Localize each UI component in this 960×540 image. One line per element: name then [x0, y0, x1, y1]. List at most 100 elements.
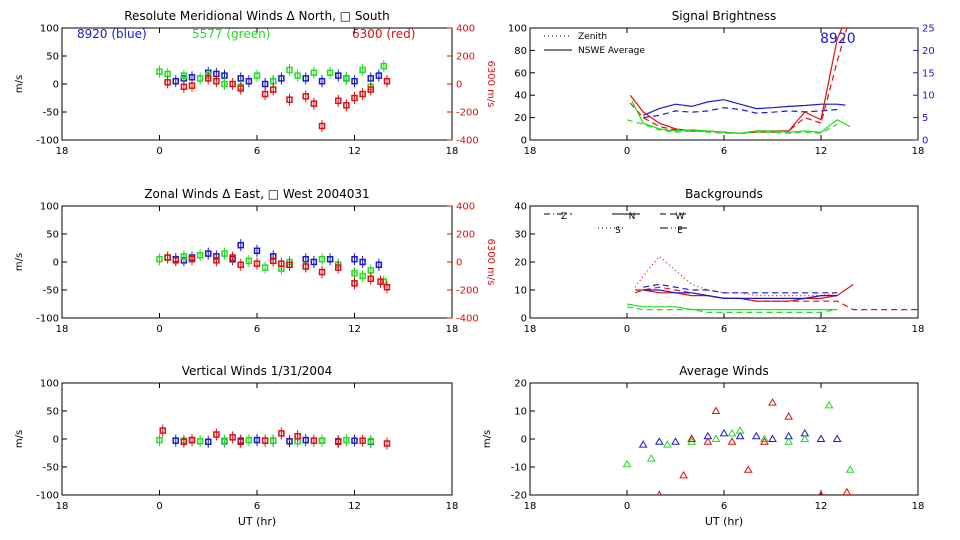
data-point — [335, 264, 342, 271]
x-tick-label: 18 — [56, 324, 69, 335]
y-tick-label: 0 — [521, 314, 527, 325]
data-point — [294, 432, 301, 440]
legend-label: Z — [561, 212, 567, 222]
data-point — [845, 465, 855, 473]
x-tick-label: 0 — [156, 324, 162, 335]
data-point — [253, 72, 261, 79]
x-tick-label: 18 — [912, 146, 925, 157]
data-point — [646, 454, 656, 462]
data-point — [719, 428, 729, 437]
y-tick-label: 60 — [514, 68, 527, 79]
y2-tick-label: 200 — [456, 230, 475, 241]
plot-frame — [61, 27, 453, 141]
data-point — [367, 275, 374, 283]
data-point — [679, 470, 688, 479]
data-point — [245, 77, 253, 85]
x-tick-label: 18 — [446, 501, 459, 512]
data-point — [335, 72, 342, 79]
data-point — [351, 77, 358, 85]
data-point — [286, 96, 293, 103]
data-point — [318, 77, 326, 85]
y-tick-label: 40 — [514, 91, 527, 102]
data-point — [172, 77, 179, 85]
data-point — [743, 465, 753, 473]
y-tick-label: -100 — [36, 491, 59, 502]
y-axis-label: m/s — [14, 430, 25, 448]
data-point — [205, 250, 212, 257]
y-tick-label: 50 — [46, 52, 59, 63]
y2-tick-label: 200 — [456, 52, 475, 63]
plot-frame — [529, 27, 919, 141]
data-point — [784, 437, 794, 445]
legend-label: E — [677, 226, 683, 236]
data-point — [164, 79, 171, 86]
data-point — [359, 66, 366, 74]
data-point — [383, 77, 391, 85]
data-point — [278, 430, 285, 437]
x-tick-label: 18 — [56, 146, 69, 157]
y-tick-label: -100 — [36, 136, 59, 147]
data-point — [261, 264, 269, 271]
x-tick-label: 12 — [815, 146, 828, 157]
y2-tick-label: 5 — [922, 113, 928, 124]
data-point — [253, 436, 261, 444]
y2-tick-label: 400 — [456, 202, 475, 213]
y-tick-label: 0 — [53, 80, 59, 91]
x-tick-label: 12 — [815, 324, 828, 335]
data-point — [310, 258, 318, 266]
y-tick-label: -50 — [43, 463, 59, 474]
data-point — [768, 434, 777, 442]
data-point — [188, 82, 196, 89]
data-point — [221, 250, 228, 257]
data-point — [205, 75, 212, 82]
data-point — [245, 257, 253, 265]
y-tick-label: -100 — [36, 314, 59, 325]
y-tick-label: 40 — [514, 202, 527, 213]
data-point — [237, 261, 244, 269]
data-point — [638, 440, 648, 448]
data-point — [351, 255, 358, 263]
y-tick-label: 100 — [508, 24, 527, 35]
data-point — [221, 80, 228, 88]
data-point — [172, 437, 179, 444]
y-tick-label: -50 — [43, 286, 59, 297]
data-point — [816, 434, 826, 442]
chart-title: Resolute Meridional Winds Δ North, □ Sou… — [124, 9, 390, 23]
data-point — [711, 434, 721, 442]
data-point — [294, 72, 301, 79]
data-point — [261, 437, 269, 444]
y2-tick-label: -200 — [456, 108, 479, 119]
data-point — [711, 406, 721, 414]
data-point — [318, 268, 326, 276]
y-tick-label: 20 — [514, 113, 527, 124]
x-tick-label: 12 — [348, 324, 361, 335]
data-point — [351, 437, 358, 444]
chart-title: Average Winds — [679, 364, 769, 378]
y-tick-label: 100 — [40, 379, 59, 390]
x-axis-label: UT (hr) — [705, 515, 743, 528]
data-point — [229, 80, 236, 88]
y-tick-label: 10 — [514, 407, 527, 418]
chart-title: Signal Brightness — [672, 9, 777, 23]
x-tick-label: 12 — [348, 146, 361, 157]
legend-label: S — [615, 226, 621, 236]
plot-area — [156, 239, 391, 294]
data-point — [656, 490, 662, 495]
data-point — [842, 487, 852, 495]
data-point — [318, 437, 326, 444]
legend-label: W — [676, 212, 685, 222]
data-point — [261, 80, 269, 88]
data-point — [278, 75, 285, 82]
legend-label: N — [629, 212, 636, 222]
data-point — [335, 97, 342, 105]
data-point — [727, 437, 737, 445]
x-axis-label: UT (hr) — [238, 515, 276, 528]
data-point — [196, 252, 204, 259]
y2-tick-label: 0 — [456, 258, 462, 269]
y2-axis-label: 6300 m/s — [485, 239, 496, 286]
data-point — [253, 247, 261, 255]
data-point — [156, 68, 163, 75]
data-point — [310, 100, 318, 107]
data-point — [159, 427, 166, 434]
data-point — [302, 93, 309, 100]
